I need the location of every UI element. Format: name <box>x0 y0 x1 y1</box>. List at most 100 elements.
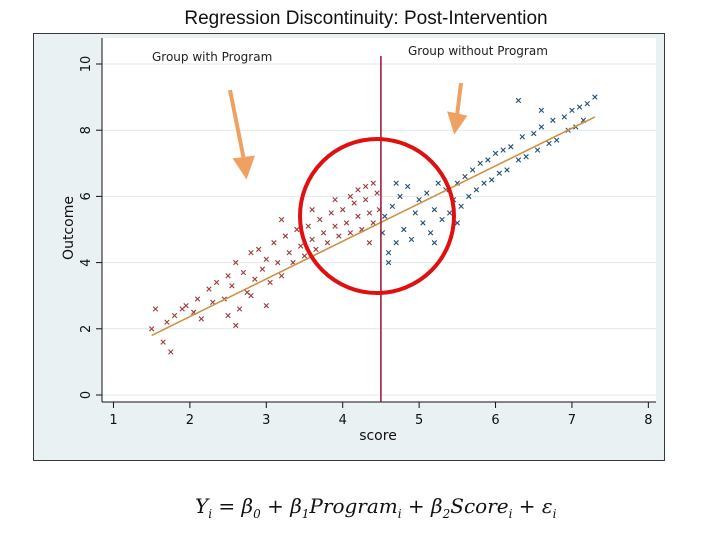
data-point-no_program <box>424 190 430 196</box>
data-point-no_program <box>420 220 426 226</box>
eq-lhs: Y <box>195 494 209 518</box>
eq-score: Score <box>450 494 509 518</box>
y-axis-ticks: 0 2 4 6 8 10 <box>79 38 103 402</box>
regression-line <box>151 116 596 337</box>
data-point-program <box>355 187 361 193</box>
data-point-no_program <box>397 193 403 200</box>
x-tick-label: 4 <box>339 413 347 428</box>
data-point-program <box>183 302 189 309</box>
data-point-program <box>324 240 331 246</box>
data-point-program <box>366 210 373 216</box>
group-with-program-label: Group with Program <box>152 50 273 64</box>
data-point-no_program <box>485 157 491 163</box>
discontinuity-highlight-circle <box>298 137 456 295</box>
data-point-program <box>309 206 315 213</box>
data-point-program <box>347 230 354 236</box>
data-point-no_program <box>492 150 499 157</box>
data-point-no_program <box>534 147 541 153</box>
data-point-no_program <box>515 157 522 163</box>
data-point-program <box>233 322 239 329</box>
regression-lines <box>151 116 596 337</box>
data-point-no_program <box>382 213 388 219</box>
data-point-program <box>366 240 373 246</box>
data-point-program <box>275 259 281 266</box>
data-point-no_program <box>446 210 453 216</box>
data-point-no_program <box>553 137 560 143</box>
data-point-no_program <box>393 180 399 186</box>
data-point-program <box>278 273 285 279</box>
x-tick-label: 6 <box>491 413 499 428</box>
y-tick-label: 0 <box>79 391 94 399</box>
data-point-no_program <box>481 180 487 186</box>
data-point-no_program <box>462 173 468 180</box>
y-axis-label: Outcome <box>61 196 77 260</box>
data-point-no_program <box>401 226 407 233</box>
data-point-no_program <box>519 134 525 140</box>
data-point-program <box>263 302 269 309</box>
data-point-program <box>164 319 170 325</box>
data-point-program <box>168 349 174 355</box>
data-point-program <box>248 249 254 256</box>
data-point-program <box>336 233 342 239</box>
data-point-program <box>362 197 369 203</box>
x-tick-label: 3 <box>262 413 270 428</box>
data-point-program <box>286 249 292 256</box>
data-point-no_program <box>550 117 556 123</box>
data-point-no_program <box>477 160 483 166</box>
eq-sub-i-1: i <box>208 507 213 521</box>
data-point-program <box>152 306 159 312</box>
data-point-no_program <box>431 206 438 213</box>
data-point-no_program <box>584 101 590 107</box>
y-tick-label: 6 <box>79 192 94 200</box>
eq-sub-2: 2 <box>442 507 451 521</box>
data-point-program <box>370 180 376 186</box>
eq-sub-i-4: i <box>552 507 557 521</box>
eq-sub-i-2: i <box>397 507 402 521</box>
data-point-program <box>240 269 247 276</box>
data-point-no_program <box>393 240 399 246</box>
data-point-program <box>294 226 300 233</box>
data-point-program <box>351 200 357 206</box>
data-points <box>148 94 598 355</box>
data-point-program <box>278 216 285 223</box>
y-tick-label: 2 <box>79 325 94 333</box>
x-tick-label: 2 <box>186 413 194 428</box>
y-tick-label: 10 <box>79 56 94 73</box>
data-point-program <box>233 259 239 266</box>
arrow-no-program <box>447 82 468 135</box>
data-point-no_program <box>538 107 545 114</box>
data-point-no_program <box>466 193 472 200</box>
data-point-no_program <box>416 197 422 203</box>
data-point-no_program <box>408 236 415 243</box>
eq-sub-0: 0 <box>253 507 261 521</box>
data-point-program <box>229 283 235 289</box>
data-point-no_program <box>489 177 495 183</box>
data-point-program <box>332 197 338 203</box>
data-point-no_program <box>504 167 510 173</box>
data-point-no_program <box>389 203 396 210</box>
data-point-no_program <box>385 259 392 266</box>
x-tick-label: 5 <box>415 413 423 428</box>
x-axis-label: score <box>359 428 397 444</box>
data-point-no_program <box>508 144 514 150</box>
data-point-program <box>313 246 319 253</box>
data-point-program <box>355 213 361 219</box>
data-point-program <box>370 220 376 226</box>
data-point-no_program <box>404 183 411 190</box>
data-point-no_program <box>592 94 598 100</box>
data-point-no_program <box>576 104 583 110</box>
data-point-no_program <box>439 216 445 223</box>
data-point-no_program <box>569 107 575 114</box>
data-point-no_program <box>500 147 506 153</box>
data-point-program <box>160 339 166 345</box>
data-point-no_program <box>412 210 418 216</box>
gridlines <box>102 63 656 396</box>
data-point-program <box>252 276 258 282</box>
x-tick-label: 8 <box>644 413 652 428</box>
data-point-program <box>259 266 266 272</box>
data-point-no_program <box>538 124 545 130</box>
data-point-no_program <box>427 230 434 236</box>
data-point-program <box>148 326 155 332</box>
x-axis-ticks: 1 2 3 4 5 6 7 8 <box>102 401 656 428</box>
